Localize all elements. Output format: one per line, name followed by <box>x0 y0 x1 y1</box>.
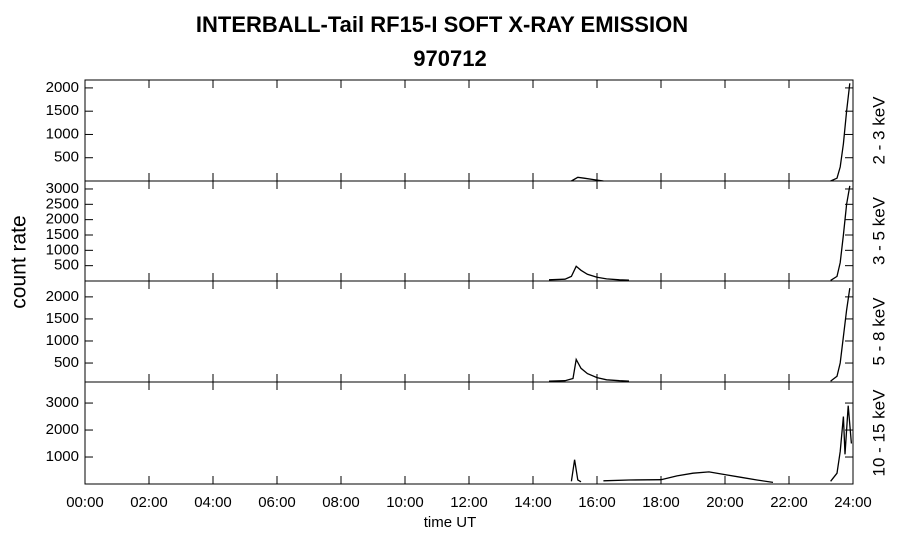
x-tick-label: 12:00 <box>450 494 488 511</box>
x-tick-label: 06:00 <box>258 494 296 511</box>
x-tick-label: 02:00 <box>130 494 168 511</box>
y-tick-label: 500 <box>54 354 79 371</box>
y-tick-label: 2000 <box>46 211 79 228</box>
y-tick-label: 1000 <box>46 332 79 349</box>
data-line <box>548 288 851 382</box>
y-tick-label: 2500 <box>46 195 79 212</box>
y-tick-label: 1000 <box>46 125 79 142</box>
y-axis-label: count rate <box>8 215 31 308</box>
y-tick-label: 1500 <box>46 102 79 119</box>
data-line <box>570 405 853 484</box>
x-tick-label: 20:00 <box>706 494 744 511</box>
x-axis-label: time UT <box>424 514 477 531</box>
y-tick-label: 1500 <box>46 226 79 243</box>
data-line <box>548 185 851 281</box>
x-tick-label: 18:00 <box>642 494 680 511</box>
x-tick-label: 24:00 <box>834 494 872 511</box>
y-tick-label: 2000 <box>46 288 79 305</box>
y-tick-label: 2000 <box>46 421 79 438</box>
y-tick-label: 3000 <box>46 180 79 197</box>
y-tick-label: 3000 <box>46 394 79 411</box>
y-tick-label: 500 <box>54 257 79 274</box>
panel-label: 2 - 3 keV <box>869 96 888 165</box>
x-tick-label: 00:00 <box>66 494 104 511</box>
x-tick-label: 14:00 <box>514 494 552 511</box>
y-tick-label: 1000 <box>46 241 79 258</box>
y-tick-label: 2000 <box>46 79 79 96</box>
chart-title: INTERBALL-Tail RF15-I SOFT X-RAY EMISSIO… <box>196 12 688 37</box>
y-tick-label: 1500 <box>46 310 79 327</box>
x-tick-label: 04:00 <box>194 494 232 511</box>
y-tick-label: 500 <box>54 149 79 166</box>
y-tick-label: 1000 <box>46 448 79 465</box>
chart-subtitle: 970712 <box>413 46 486 71</box>
x-tick-label: 10:00 <box>386 494 424 511</box>
x-tick-label: 08:00 <box>322 494 360 511</box>
x-tick-label: 22:00 <box>770 494 808 511</box>
data-line <box>571 83 851 182</box>
panel-label: 10 - 15 keV <box>869 389 888 477</box>
panel-label: 3 - 5 keV <box>869 196 888 265</box>
panel-label: 5 - 8 keV <box>869 297 888 366</box>
x-tick-label: 16:00 <box>578 494 616 511</box>
